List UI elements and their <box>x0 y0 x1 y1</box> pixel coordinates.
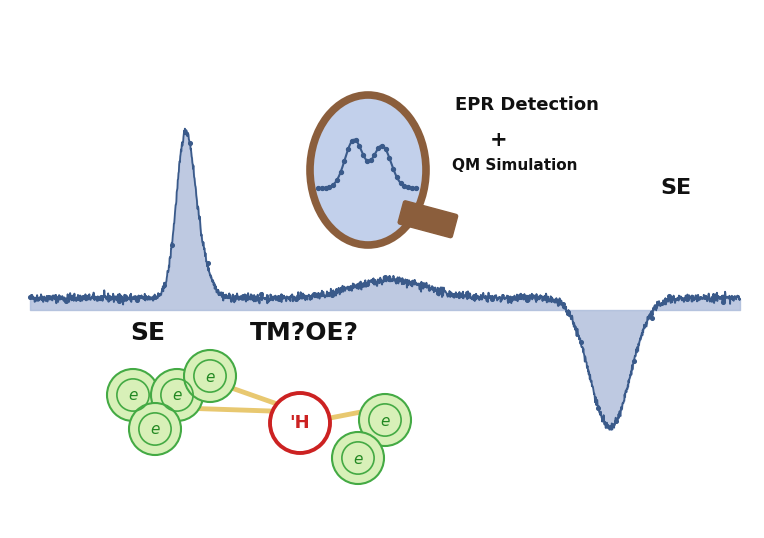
Point <box>344 284 356 292</box>
Text: e: e <box>151 422 160 437</box>
Point <box>308 290 320 299</box>
Point <box>384 154 396 162</box>
Point <box>699 292 711 301</box>
Text: e: e <box>353 451 363 466</box>
Point <box>60 296 72 305</box>
Point <box>468 292 480 301</box>
Point <box>663 292 675 300</box>
Circle shape <box>151 369 203 421</box>
Point <box>628 357 640 366</box>
Point <box>312 183 324 192</box>
Point <box>131 295 143 304</box>
Text: 'H: 'H <box>290 414 310 432</box>
Point <box>349 136 361 145</box>
Point <box>323 182 335 191</box>
Point <box>254 290 267 299</box>
Point <box>415 279 427 288</box>
Text: e: e <box>173 388 182 404</box>
Point <box>432 289 445 298</box>
Point <box>380 145 392 153</box>
Point <box>331 176 343 185</box>
Point <box>319 183 332 192</box>
Point <box>379 273 391 282</box>
Point <box>148 293 160 301</box>
Point <box>391 173 403 182</box>
Text: SE: SE <box>660 178 691 198</box>
Point <box>338 157 351 165</box>
Point <box>557 300 569 309</box>
FancyBboxPatch shape <box>398 201 458 238</box>
Point <box>183 139 196 147</box>
Ellipse shape <box>310 95 426 245</box>
Circle shape <box>184 350 236 402</box>
Point <box>290 295 303 303</box>
Point <box>397 278 409 287</box>
Point <box>398 182 410 190</box>
Point <box>327 181 339 189</box>
Point <box>112 296 125 305</box>
Point <box>219 292 231 301</box>
Point <box>95 293 107 302</box>
Point <box>394 179 406 187</box>
Point <box>681 295 693 303</box>
Point <box>521 296 533 305</box>
Point <box>368 151 380 159</box>
Point <box>202 259 214 267</box>
Point <box>717 297 729 306</box>
Point <box>402 183 414 192</box>
Point <box>24 293 36 301</box>
Point <box>406 183 418 192</box>
Point <box>325 291 338 299</box>
Point <box>410 183 422 192</box>
Text: e: e <box>206 370 215 385</box>
Point <box>486 295 498 303</box>
Text: TM?OE?: TM?OE? <box>250 321 359 345</box>
Circle shape <box>270 393 330 453</box>
Point <box>372 144 384 153</box>
Point <box>342 145 354 154</box>
Point <box>450 291 462 299</box>
Point <box>237 292 249 301</box>
Circle shape <box>359 394 411 446</box>
Point <box>610 417 622 426</box>
Circle shape <box>107 369 159 421</box>
Text: QM Simulation: QM Simulation <box>452 158 578 173</box>
Point <box>42 293 54 302</box>
Point <box>316 183 328 192</box>
Point <box>376 141 388 150</box>
Point <box>361 156 373 165</box>
Circle shape <box>129 403 181 455</box>
Point <box>539 294 551 302</box>
Text: SE: SE <box>130 321 165 345</box>
Point <box>387 164 400 173</box>
Text: EPR Detection: EPR Detection <box>455 96 599 114</box>
Point <box>77 293 89 302</box>
Point <box>273 295 285 303</box>
Circle shape <box>332 432 384 484</box>
Point <box>361 280 374 288</box>
Point <box>346 137 358 145</box>
Point <box>503 296 516 305</box>
Point <box>357 150 369 159</box>
Point <box>646 314 658 323</box>
Point <box>335 168 347 176</box>
Text: e: e <box>128 388 138 404</box>
Text: +: + <box>490 130 507 150</box>
Point <box>166 241 178 250</box>
Point <box>364 156 377 165</box>
Point <box>575 338 587 346</box>
Text: e: e <box>380 414 390 428</box>
Point <box>353 141 365 150</box>
Point <box>592 404 604 412</box>
